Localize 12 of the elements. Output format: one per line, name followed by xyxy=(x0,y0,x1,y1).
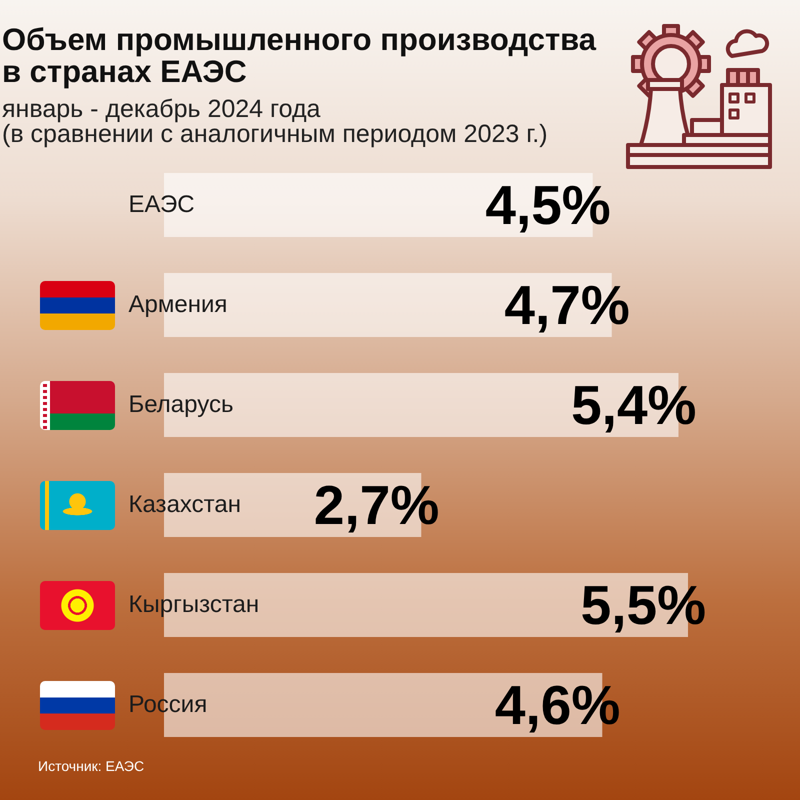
data-label: 4,5% xyxy=(485,174,611,236)
chart-subtitle: январь - декабрь 2024 года (в сравнении с аналогичным периодом 2023 г.) xyxy=(2,95,548,148)
data-label: 2,7% xyxy=(314,474,440,536)
chart-title: Объем промышленного производства в странах ЕАЭС xyxy=(2,22,597,89)
data-label: 5,4% xyxy=(571,374,696,436)
data-label: 4,7% xyxy=(504,274,630,336)
y-tick-label: ЕАЭС xyxy=(128,191,195,218)
text: Источник: ЕАЭС xyxy=(38,758,144,774)
y-tick-label: Казахстан xyxy=(128,491,241,518)
data-label: 5,5% xyxy=(580,574,706,636)
y-tick-label: Армения xyxy=(128,291,228,318)
y-tick-label: Беларусь xyxy=(128,391,234,418)
